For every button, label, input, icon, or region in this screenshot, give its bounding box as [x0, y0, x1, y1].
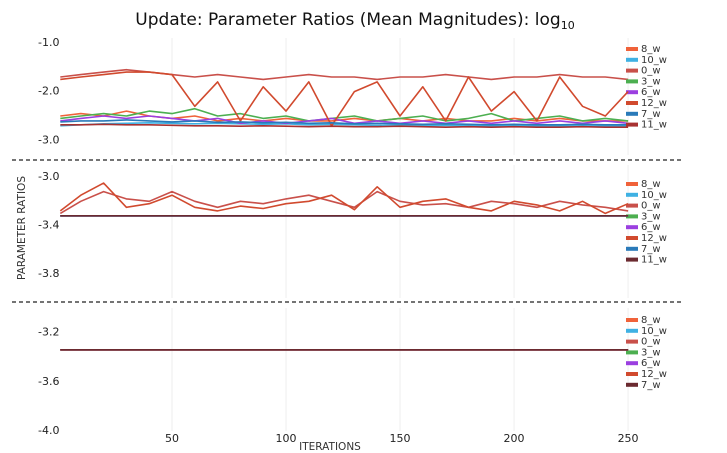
chart-title: Update: Parameter Ratios (Mean Magnitude…	[135, 10, 574, 32]
legend-label: 10_w	[641, 55, 667, 66]
legend-label: 8_w	[641, 315, 661, 326]
legend-swatch	[626, 192, 638, 197]
legend-label: 12_w	[641, 98, 667, 109]
legend-label: 7_w	[641, 109, 661, 120]
series-line	[60, 123, 629, 128]
series-line	[60, 119, 629, 126]
legend-swatch	[626, 339, 638, 344]
legend-label: 11_w	[641, 255, 667, 266]
legend-label: 3_w	[641, 347, 661, 358]
legend-label: 6_w	[641, 222, 661, 233]
legend-swatch	[626, 361, 638, 366]
legend-swatch	[626, 79, 638, 84]
legend-swatch	[626, 101, 638, 105]
y-tick-label: -2.0	[38, 85, 59, 98]
legend-swatch	[626, 68, 638, 73]
legend-swatch	[626, 225, 638, 230]
series-line	[60, 122, 629, 127]
legend-swatch	[626, 90, 638, 95]
series-line	[59, 182, 629, 215]
legend-label: 10_w	[641, 190, 667, 201]
legend-swatch	[626, 57, 638, 62]
legend-label: 6_w	[641, 358, 661, 369]
legend-label: 0_w	[641, 201, 661, 212]
legend-swatch	[626, 350, 638, 355]
x-tick-label: 250	[618, 432, 639, 445]
y-tick-label: -3.4	[38, 218, 59, 231]
legend-label: 11_w	[641, 120, 667, 131]
legend-label: 0_w	[641, 337, 661, 348]
legend-label: 3_w	[641, 211, 661, 222]
x-tick-label: 150	[390, 432, 411, 445]
legend-label: 12_w	[641, 233, 667, 244]
y-tick-label: -3.2	[38, 326, 59, 339]
legend-swatch	[626, 257, 638, 262]
y-tick-label: -1.0	[38, 36, 59, 49]
legend-label: 0_w	[641, 66, 661, 77]
legend-label: 7_w	[641, 380, 661, 391]
legend-label: 6_w	[641, 87, 661, 98]
series-line	[60, 107, 629, 122]
series-line	[60, 68, 629, 81]
legend-swatch	[626, 47, 638, 51]
legend-label: 8_w	[641, 44, 661, 55]
legend-swatch	[626, 236, 638, 240]
y-tick-label: -4.0	[38, 424, 59, 437]
legend-label: 12_w	[641, 369, 667, 380]
legend-swatch	[626, 328, 638, 333]
series-line	[59, 190, 629, 215]
legend-label: 7_w	[641, 244, 661, 255]
series-line	[60, 115, 629, 125]
legend-swatch	[626, 372, 638, 376]
legend-swatch	[626, 182, 638, 186]
x-tick-label: 100	[276, 432, 297, 445]
x-axis-label: ITERATIONS	[299, 441, 361, 453]
legend-swatch	[626, 382, 638, 387]
legend-swatch	[626, 111, 638, 116]
legend-label: 3_w	[641, 76, 661, 87]
legend-swatch	[626, 203, 638, 208]
x-tick-label: 200	[504, 432, 525, 445]
legend-swatch	[626, 246, 638, 251]
y-axis-label: PARAMETER RATIOS	[16, 176, 28, 280]
legend-label: 10_w	[641, 326, 667, 337]
y-tick-label: -3.8	[38, 267, 59, 280]
title-subscript: 10	[561, 19, 575, 32]
legend-swatch	[626, 318, 638, 322]
y-tick-label: -3.0	[38, 133, 59, 146]
y-tick-label: -3.6	[38, 375, 59, 388]
x-tick-label: 50	[165, 432, 179, 445]
legend-swatch	[626, 122, 638, 127]
series-line	[60, 71, 629, 127]
legend-label: 8_w	[641, 179, 661, 190]
title-main: Update: Parameter Ratios (Mean Magnitude…	[135, 10, 560, 30]
y-tick-label: -3.0	[38, 170, 59, 183]
legend-swatch	[626, 214, 638, 219]
